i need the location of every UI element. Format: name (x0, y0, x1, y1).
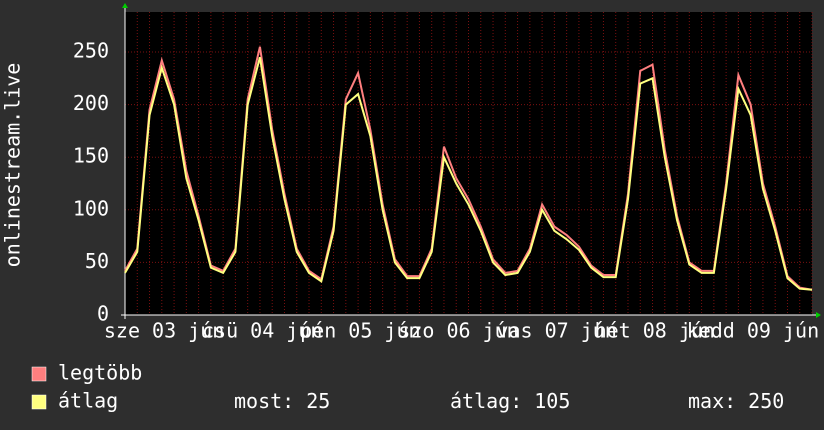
stat-value: 105 (534, 389, 570, 413)
y-tick-label: 150 (73, 144, 109, 168)
x-tick-label: hét 08 jún (595, 319, 715, 343)
x-tick-label: csü 04 jún (202, 319, 322, 343)
legend-label: átlag (58, 389, 118, 413)
stat-value: 250 (748, 389, 784, 413)
axis-arrow (816, 312, 821, 318)
x-tick-label: kedd 09 jún (687, 319, 819, 343)
axis-arrow (122, 3, 128, 8)
stat-label: átlag: (450, 389, 522, 413)
y-tick-label: 250 (73, 38, 109, 62)
stat: átlag: 105 (450, 389, 570, 413)
y-tick-label: 50 (85, 249, 109, 273)
x-tick-label: vas 07 jún (496, 319, 616, 343)
stat-value: 25 (306, 389, 330, 413)
legend-label: legtöbb (58, 361, 142, 385)
stat: max: 250 (688, 389, 784, 413)
x-tick-label: sze 03 jún (104, 319, 224, 343)
stat-label: max: (688, 389, 736, 413)
x-tick-label: pén 05 jún (300, 319, 420, 343)
line (124, 56, 813, 291)
stat-label: most: (234, 389, 294, 413)
legend-swatch (31, 394, 47, 410)
y-tick-label: 100 (73, 196, 109, 220)
y-tick-label: 0 (97, 302, 109, 326)
legend-swatch (31, 366, 47, 382)
x-tick-label: szo 06 jún (398, 319, 518, 343)
y-axis-label: onlinestream.live (1, 63, 25, 268)
y-tick-label: 200 (73, 91, 109, 115)
stat: most: 25 (234, 389, 330, 413)
